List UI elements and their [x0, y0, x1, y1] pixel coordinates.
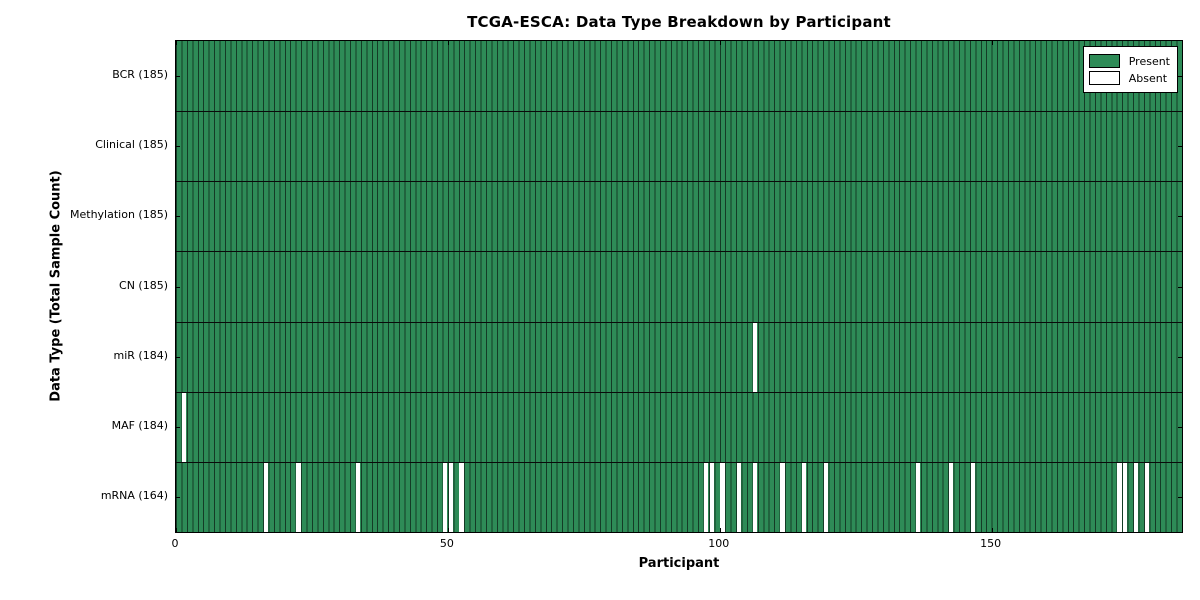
row-separator — [176, 181, 1182, 183]
y-tick-label-bcr: BCR (185) — [112, 68, 168, 82]
absent-bar — [948, 461, 954, 532]
y-tick — [1178, 286, 1182, 288]
absent-bar — [916, 461, 921, 532]
y-tick — [1178, 356, 1182, 358]
absent-swatch-icon — [1088, 71, 1120, 85]
x-tick — [991, 528, 993, 532]
x-tick-label-150: 150 — [980, 537, 1002, 550]
absent-bar — [802, 461, 807, 532]
absent-bar — [753, 321, 758, 392]
y-tick — [176, 76, 180, 78]
y-tick — [176, 356, 180, 358]
row-maf — [176, 391, 1182, 462]
absent-bar — [709, 461, 714, 532]
absent-bar — [823, 461, 829, 532]
row-separator — [176, 251, 1182, 253]
row-clinical — [176, 111, 1182, 182]
y-tick — [1178, 76, 1182, 78]
legend-label-absent: Absent — [1128, 71, 1168, 85]
absent-bar — [720, 461, 725, 532]
x-tick-label-50: 50 — [439, 537, 454, 550]
y-tick-label-clinical: Clinical (185) — [95, 138, 168, 152]
row-mir — [176, 321, 1182, 392]
y-tick — [176, 286, 180, 288]
absent-bar — [1133, 461, 1138, 532]
absent-bar — [356, 461, 361, 532]
legend-label-present: Present — [1128, 54, 1170, 68]
absent-bar — [780, 461, 785, 532]
row-separator — [176, 391, 1182, 393]
y-tick — [1178, 426, 1182, 428]
x-tick — [991, 41, 993, 45]
y-tick-label-mrna: mRNA (164) — [100, 488, 168, 502]
x-tick-label-100: 100 — [708, 537, 730, 550]
y-tick — [176, 496, 180, 498]
y-tick-label-cn: CN (185) — [119, 278, 168, 292]
legend: Present Absent — [1082, 46, 1178, 93]
absent-bar — [182, 391, 187, 462]
y-tick — [1178, 496, 1182, 498]
y-tick-label-maf: MAF (184) — [111, 418, 168, 432]
absent-bar — [296, 461, 301, 532]
absent-bar — [263, 461, 268, 532]
y-tick — [176, 216, 180, 218]
legend-entry-absent: Absent — [1088, 71, 1170, 85]
x-tick — [176, 528, 177, 532]
row-bcr — [176, 41, 1182, 112]
absent-bar — [1122, 461, 1128, 532]
x-tick — [447, 41, 449, 45]
row-cn — [176, 251, 1182, 322]
y-tick — [1178, 146, 1182, 148]
absent-bar — [704, 461, 709, 532]
absent-bar — [448, 461, 453, 532]
absent-bar — [459, 461, 464, 532]
plot-area: Present Absent — [175, 40, 1183, 533]
row-methylation — [176, 181, 1182, 252]
absent-bar — [1144, 461, 1149, 532]
x-tick — [447, 528, 449, 532]
row-separator — [176, 461, 1182, 463]
y-tick-label-methylation: Methylation (185) — [70, 208, 168, 222]
row-mrna — [176, 461, 1182, 532]
x-tick — [719, 41, 721, 45]
x-axis-title: Participant — [638, 556, 720, 571]
absent-bar — [753, 461, 758, 532]
present-swatch-icon — [1088, 54, 1120, 68]
row-separator — [176, 111, 1182, 113]
x-tick-label-0: 0 — [171, 537, 179, 550]
absent-bar — [443, 461, 448, 532]
absent-bar — [736, 461, 742, 532]
legend-entry-present: Present — [1088, 54, 1170, 68]
y-tick — [1178, 216, 1182, 218]
absent-bar — [970, 461, 975, 532]
absent-bar — [1117, 461, 1122, 532]
y-tick — [176, 146, 180, 148]
chart-title: TCGA-ESCA: Data Type Breakdown by Partic… — [467, 13, 891, 31]
row-separator — [176, 321, 1182, 323]
y-tick — [176, 426, 180, 428]
y-tick-label-mir: miR (184) — [113, 348, 169, 362]
x-tick — [176, 41, 177, 45]
x-tick — [719, 528, 721, 532]
